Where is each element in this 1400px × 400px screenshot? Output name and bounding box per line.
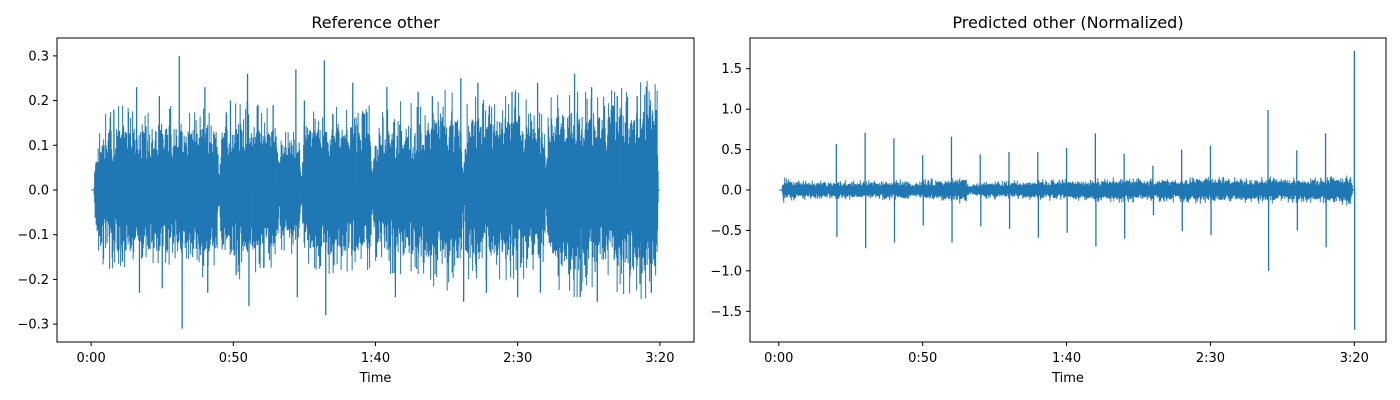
y-tick-label: 0.0 (721, 184, 742, 199)
x-tick-label: 0:00 (764, 351, 793, 366)
y-tick-label: −0.2 (17, 273, 49, 288)
y-tick-label: −0.1 (17, 228, 49, 243)
waveform-series (91, 80, 660, 300)
x-tick-label: 0:50 (908, 351, 937, 366)
x-tick-label: 0:50 (219, 351, 248, 366)
y-tick-label: 1.0 (721, 103, 742, 118)
y-tick-label: 0.0 (28, 184, 49, 199)
reference-other-panel: Reference other 0:00 0:50 1:40 2:30 3:20 0.3… (17, 13, 695, 386)
y-tick-label: 0.5 (721, 143, 742, 158)
y-tick-label: −1.0 (710, 264, 742, 279)
y-axis: 0.3 0.2 0.1 0.0 −0.1 −0.2 −0.3 (17, 49, 57, 333)
y-axis: 1.5 1.0 0.5 0.0 −0.5 −1.0 −1.5 (710, 62, 750, 320)
y-tick-label: 0.3 (28, 49, 49, 64)
predicted-other-panel: Predicted other (Normalized) 0:00 0:50 1:4… (710, 13, 1387, 386)
x-axis: 0:00 0:50 1:40 2:30 3:20 (764, 342, 1369, 366)
y-tick-label: −0.5 (710, 224, 742, 239)
y-tick-label: −1.5 (710, 305, 742, 320)
x-axis-label: Time (1051, 371, 1084, 386)
waveform-spikes (113, 55, 652, 329)
x-axis-label: Time (359, 371, 392, 386)
x-tick-label: 1:40 (361, 351, 390, 366)
x-tick-label: 0:00 (77, 351, 106, 366)
x-tick-label: 2:30 (503, 351, 532, 366)
waveform-line (778, 175, 1355, 206)
chart-title: Predicted other (Normalized) (952, 13, 1183, 32)
waveform-series (778, 175, 1355, 206)
x-tick-label: 3:20 (645, 351, 674, 366)
y-tick-label: 1.5 (721, 62, 742, 77)
waveform-spikes (835, 50, 1356, 330)
x-tick-label: 2:30 (1196, 351, 1225, 366)
waveform-line (91, 80, 660, 300)
y-tick-label: 0.2 (28, 94, 49, 109)
chart-title: Reference other (311, 13, 440, 32)
x-axis: 0:00 0:50 1:40 2:30 3:20 (77, 342, 674, 366)
y-tick-label: −0.3 (17, 318, 49, 333)
x-tick-label: 3:20 (1340, 351, 1369, 366)
x-tick-label: 1:40 (1052, 351, 1081, 366)
y-tick-label: 0.1 (28, 139, 49, 154)
